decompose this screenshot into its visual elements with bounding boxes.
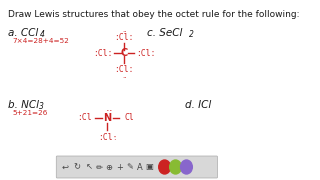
Text: ·: · [109,106,113,116]
Text: ..: .. [122,73,126,79]
Text: d. ICl: d. ICl [185,100,211,110]
Circle shape [170,160,181,174]
Text: 4: 4 [40,30,45,39]
Text: Cl: Cl [124,114,134,123]
Text: a. CCl: a. CCl [8,28,39,38]
Text: ↩: ↩ [62,163,69,172]
Text: +: + [116,163,123,172]
Text: A: A [137,163,142,172]
Text: ▣: ▣ [146,163,153,172]
Text: b. NCl: b. NCl [8,100,39,110]
Circle shape [180,160,192,174]
Text: N: N [103,113,112,123]
Text: :Cl·: :Cl· [98,134,117,143]
FancyBboxPatch shape [56,156,218,178]
Text: Draw Lewis structures that obey the octet rule for the following:: Draw Lewis structures that obey the octe… [8,10,300,19]
Text: ·: · [106,106,109,116]
Text: ↻: ↻ [74,163,81,172]
Text: 3: 3 [39,102,44,111]
Text: c. SeCl: c. SeCl [147,28,182,38]
Text: ✎: ✎ [126,163,133,172]
Text: :Cl:: :Cl: [115,33,134,42]
Text: ↖: ↖ [85,163,92,172]
Text: 2: 2 [189,30,194,39]
Text: :Cl:: :Cl: [93,48,112,57]
Text: ✏: ✏ [96,163,103,172]
Text: 5+21=26: 5+21=26 [12,110,48,116]
Text: ..: .. [122,27,126,33]
Text: ⊕: ⊕ [106,163,113,172]
Circle shape [159,160,171,174]
Text: C: C [121,48,128,58]
Text: :Cl:: :Cl: [136,48,156,57]
Text: :Cl: :Cl [77,114,91,123]
Text: :Cl:: :Cl: [115,64,134,73]
Text: 7×4=28+4=52: 7×4=28+4=52 [12,38,69,44]
Text: .: . [113,134,116,143]
